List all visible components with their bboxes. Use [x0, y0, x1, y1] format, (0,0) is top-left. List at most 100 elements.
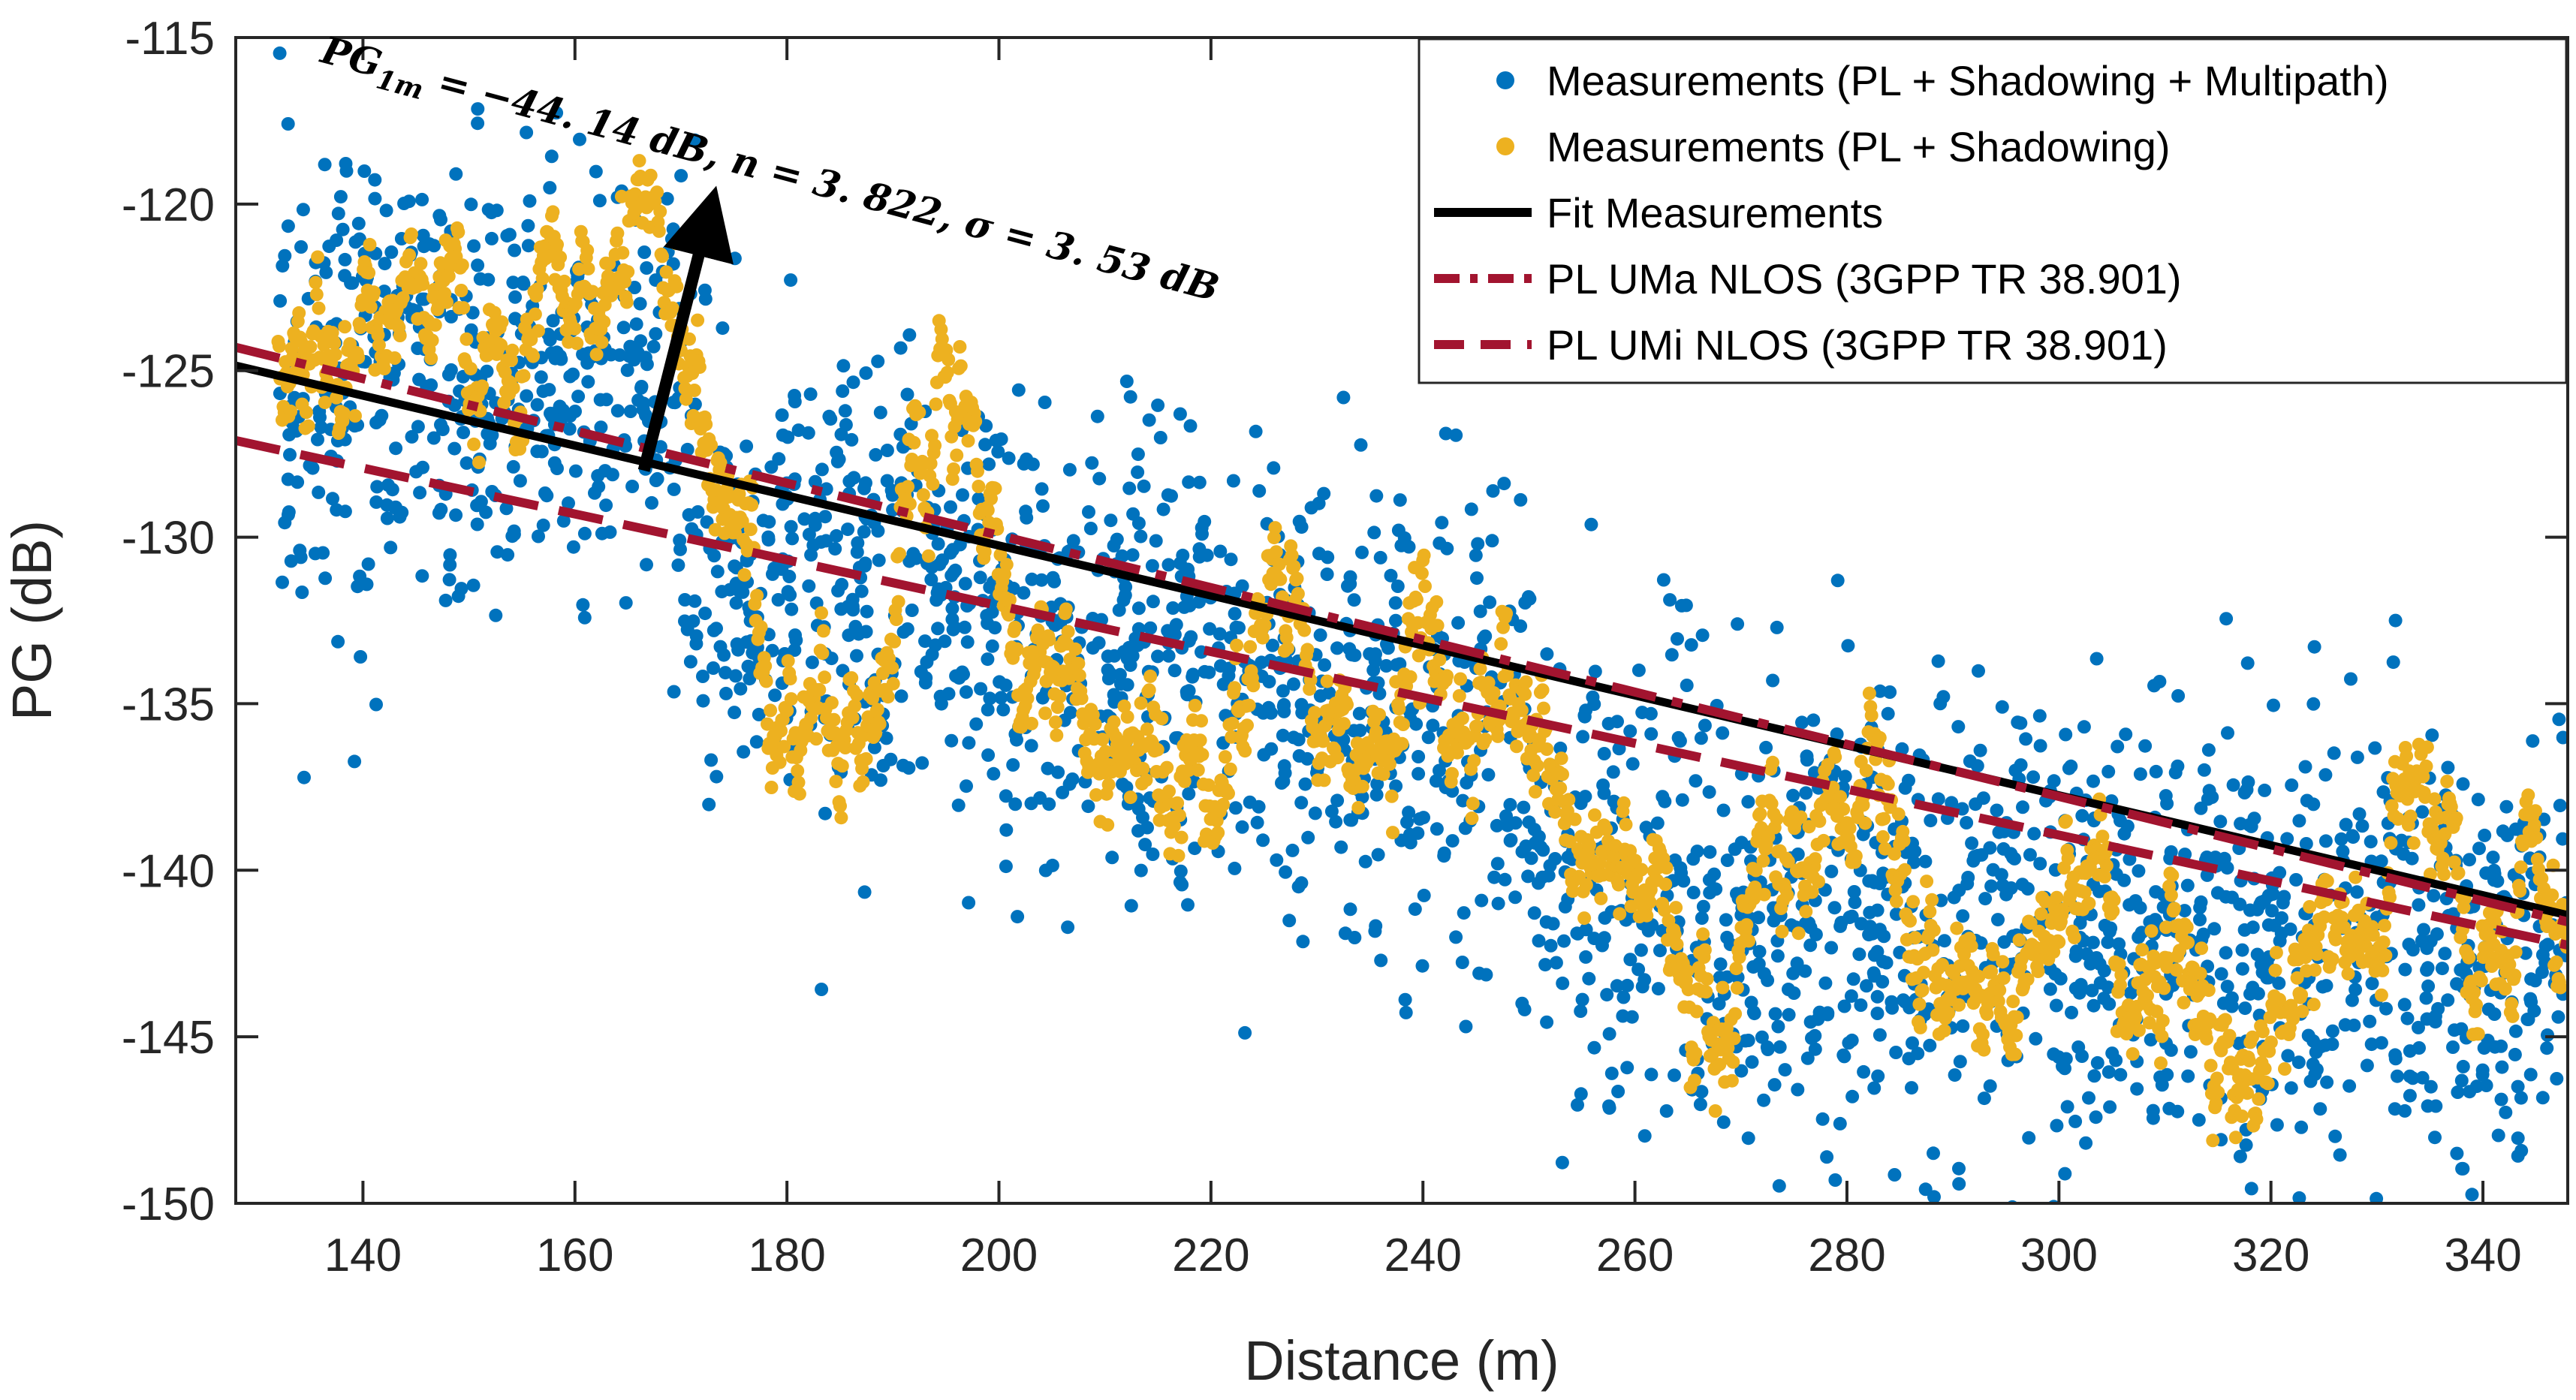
scatter-point: [2412, 1020, 2425, 1034]
scatter-point: [1773, 1040, 1787, 1054]
scatter-point: [1996, 955, 2010, 969]
scatter-point: [1604, 1066, 1619, 1080]
scatter-point: [1473, 661, 1487, 676]
scatter-point: [885, 661, 899, 675]
scatter-point: [1370, 777, 1384, 791]
scatter-point: [568, 464, 583, 478]
scatter-point: [1330, 793, 1345, 808]
x-tick-label: 320: [2232, 1230, 2309, 1281]
scatter-point: [2511, 1149, 2525, 1163]
scatter-point: [673, 533, 687, 547]
scatter-point: [441, 368, 456, 382]
scatter-point: [2420, 740, 2434, 754]
scatter-point: [1318, 658, 1332, 672]
scatter-point: [1656, 790, 1670, 804]
scatter-point: [1535, 683, 1550, 697]
scatter-point: [2521, 788, 2535, 802]
scatter-point: [2123, 852, 2137, 866]
scatter-point: [1053, 690, 1067, 703]
scatter-point: [1716, 803, 1731, 817]
scatter-point: [1791, 1082, 1805, 1097]
scatter-point: [1369, 489, 1384, 503]
scatter-point: [507, 524, 521, 538]
scatter-point: [1381, 641, 1395, 655]
scatter-point: [1891, 807, 1906, 821]
scatter-point: [628, 281, 642, 294]
scatter-point: [981, 503, 995, 517]
scatter-point: [818, 806, 832, 820]
scatter-point: [846, 375, 860, 390]
scatter-point: [781, 430, 795, 444]
scatter-point: [2400, 1011, 2415, 1025]
scatter-point: [1700, 972, 1714, 986]
scatter-point: [1741, 1131, 1755, 1146]
scatter-point: [1596, 778, 1610, 792]
scatter-point: [912, 405, 926, 420]
scatter-point: [424, 378, 438, 392]
scatter-point: [2364, 1037, 2379, 1052]
scatter-point: [528, 307, 542, 321]
scatter-point: [1417, 888, 1431, 902]
scatter-point: [1150, 742, 1164, 757]
scatter-point: [1871, 1069, 1885, 1083]
scatter-point: [2388, 613, 2403, 628]
scatter-point: [981, 652, 995, 667]
scatter-point: [679, 392, 693, 406]
scatter-point: [1025, 572, 1039, 586]
scatter-point: [1961, 871, 1975, 884]
scatter-point: [1025, 716, 1038, 730]
scatter-point: [2328, 1129, 2343, 1143]
scatter-point: [1794, 810, 1808, 824]
x-tick-label: 260: [1596, 1230, 1674, 1281]
scatter-point: [961, 434, 975, 448]
scatter-point: [1905, 1081, 1918, 1095]
scatter-point: [1518, 596, 1532, 610]
scatter-point: [1273, 572, 1288, 586]
scatter-point: [1092, 471, 1107, 486]
scatter-point: [2447, 855, 2461, 869]
scatter-point: [312, 301, 326, 315]
scatter-point: [730, 637, 744, 651]
scatter-point: [1984, 879, 1999, 893]
scatter-point: [318, 571, 333, 586]
scatter-point: [1089, 788, 1103, 802]
scatter-point: [530, 398, 544, 412]
scatter-point: [1994, 868, 2008, 882]
scatter-point: [1006, 581, 1020, 595]
scatter-point: [867, 740, 881, 754]
scatter-point: [1791, 926, 1806, 941]
scatter-point: [1412, 750, 1426, 763]
scatter-point: [669, 236, 682, 251]
scatter-point: [1170, 796, 1185, 810]
scatter-point: [2089, 951, 2104, 965]
scatter-point: [1351, 801, 1366, 814]
scatter-point: [1587, 932, 1601, 946]
scatter-point: [1925, 893, 1939, 907]
scatter-point: [1345, 813, 1358, 827]
scatter-point: [985, 639, 999, 653]
scatter-point: [597, 315, 611, 329]
scatter-point: [2406, 1071, 2420, 1085]
scatter-point: [2114, 1067, 2128, 1082]
scatter-point: [1616, 796, 1631, 810]
scatter-point: [2213, 814, 2228, 829]
scatter-point: [1042, 633, 1056, 647]
scatter-point: [1689, 1046, 1703, 1061]
scatter-point: [2419, 759, 2433, 773]
scatter-point: [1978, 892, 1993, 906]
scatter-point: [1389, 779, 1403, 793]
scatter-point: [632, 154, 646, 168]
scatter-point: [351, 351, 366, 365]
scatter-point: [2474, 974, 2488, 988]
scatter-point: [2303, 1074, 2318, 1088]
scatter-point: [2391, 812, 2406, 826]
scatter-point: [1435, 516, 1449, 530]
scatter-point: [2471, 1027, 2485, 1041]
scatter-point: [2089, 1110, 2103, 1125]
scatter-point: [1556, 767, 1569, 781]
scatter-point: [962, 736, 976, 750]
scatter-point: [415, 192, 429, 206]
scatter-point: [2303, 900, 2317, 914]
scatter-point: [2415, 934, 2429, 947]
